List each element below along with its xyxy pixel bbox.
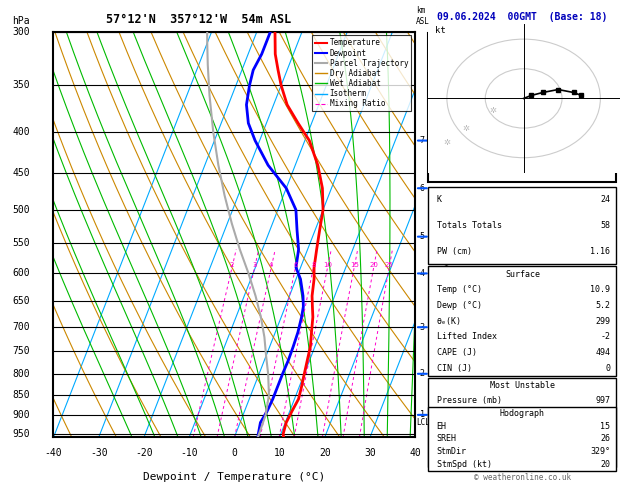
Text: 350: 350	[13, 80, 30, 90]
Text: 3: 3	[252, 261, 257, 268]
Text: -6: -6	[416, 184, 426, 193]
Text: Lifted Index: Lifted Index	[437, 332, 496, 341]
Text: Most Unstable: Most Unstable	[490, 381, 555, 390]
Text: -5: -5	[416, 232, 426, 241]
Bar	[428, 266, 616, 376]
Text: CAPE (J): CAPE (J)	[437, 440, 477, 449]
Text: 24: 24	[600, 195, 610, 204]
Bar	[428, 407, 616, 470]
Text: -4: -4	[416, 269, 426, 278]
Text: 1.16: 1.16	[590, 247, 610, 256]
Text: 40: 40	[409, 448, 421, 457]
Text: 950: 950	[13, 429, 30, 439]
Text: -2: -2	[600, 332, 610, 341]
Text: 58: 58	[600, 221, 610, 230]
Text: 0: 0	[231, 448, 237, 457]
Text: 800: 800	[13, 369, 30, 379]
Text: 299: 299	[595, 317, 610, 326]
Text: © weatheronline.co.uk: © weatheronline.co.uk	[474, 473, 571, 482]
Text: θₑ(K): θₑ(K)	[437, 317, 462, 326]
Text: 25: 25	[385, 261, 394, 268]
Legend: Temperature, Dewpoint, Parcel Trajectory, Dry Adiabat, Wet Adiabat, Isotherm, Mi: Temperature, Dewpoint, Parcel Trajectory…	[312, 35, 411, 111]
Text: StmDir: StmDir	[437, 447, 467, 456]
Text: 10: 10	[323, 261, 332, 268]
Text: 650: 650	[13, 296, 30, 306]
Text: 0: 0	[605, 364, 610, 373]
Text: ✲: ✲	[443, 139, 450, 147]
Text: ✲: ✲	[462, 123, 470, 133]
Text: LCL: LCL	[416, 418, 430, 427]
Text: km
ASL: km ASL	[416, 6, 430, 25]
Text: ✲: ✲	[489, 106, 496, 115]
Text: StmSpd (kt): StmSpd (kt)	[437, 460, 491, 469]
Text: Totals Totals: Totals Totals	[437, 221, 501, 230]
Text: -2: -2	[600, 426, 610, 434]
Bar	[428, 378, 616, 467]
Text: 57°12'N  357°12'W  54m ASL: 57°12'N 357°12'W 54m ASL	[106, 13, 291, 25]
Text: kt: kt	[435, 26, 446, 35]
Text: 299: 299	[595, 411, 610, 420]
Text: CIN (J): CIN (J)	[437, 364, 472, 373]
Text: CIN (J): CIN (J)	[437, 455, 472, 464]
Text: 700: 700	[13, 322, 30, 332]
Text: -3: -3	[416, 323, 426, 332]
Text: SREH: SREH	[437, 434, 457, 443]
Text: 6: 6	[293, 261, 298, 268]
Text: 8: 8	[311, 261, 316, 268]
Text: Mixing Ratio (g/kg): Mixing Ratio (g/kg)	[440, 187, 448, 282]
Text: -10: -10	[181, 448, 198, 457]
Text: -7: -7	[416, 136, 426, 145]
Text: 550: 550	[13, 238, 30, 248]
Text: Pressure (mb): Pressure (mb)	[437, 396, 501, 405]
Text: Dewp (°C): Dewp (°C)	[437, 301, 482, 310]
Text: 450: 450	[13, 168, 30, 178]
Text: 900: 900	[13, 410, 30, 420]
Text: 15: 15	[350, 261, 359, 268]
Text: 4: 4	[269, 261, 274, 268]
Text: 750: 750	[13, 346, 30, 356]
Text: 494: 494	[595, 348, 610, 357]
Text: Hodograph: Hodograph	[500, 409, 545, 418]
Text: Dewpoint / Temperature (°C): Dewpoint / Temperature (°C)	[143, 472, 325, 482]
Text: PW (cm): PW (cm)	[437, 247, 472, 256]
Text: -40: -40	[45, 448, 62, 457]
Text: 10: 10	[274, 448, 286, 457]
Text: θₑ (K): θₑ (K)	[437, 411, 467, 420]
Text: -2: -2	[416, 369, 426, 378]
Text: 494: 494	[595, 440, 610, 449]
Text: EH: EH	[437, 421, 447, 431]
Text: 15: 15	[600, 421, 610, 431]
Text: 5.2: 5.2	[595, 301, 610, 310]
Bar	[428, 33, 616, 182]
Text: 329°: 329°	[590, 447, 610, 456]
Text: K: K	[437, 195, 442, 204]
Text: 600: 600	[13, 268, 30, 278]
Text: -30: -30	[90, 448, 108, 457]
Text: 30: 30	[364, 448, 376, 457]
Text: Surface: Surface	[505, 270, 540, 278]
Text: hPa: hPa	[13, 16, 30, 25]
Text: -1: -1	[416, 410, 426, 419]
Text: 10.9: 10.9	[590, 285, 610, 295]
Text: 997: 997	[595, 396, 610, 405]
Text: Lifted Index: Lifted Index	[437, 426, 496, 434]
Text: 09.06.2024  00GMT  (Base: 18): 09.06.2024 00GMT (Base: 18)	[437, 12, 608, 22]
Text: Temp (°C): Temp (°C)	[437, 285, 482, 295]
Text: 300: 300	[13, 27, 30, 36]
Text: 850: 850	[13, 390, 30, 400]
Text: CAPE (J): CAPE (J)	[437, 348, 477, 357]
Text: 0: 0	[605, 455, 610, 464]
Text: -20: -20	[135, 448, 153, 457]
Text: 26: 26	[600, 434, 610, 443]
Text: 20: 20	[369, 261, 378, 268]
Text: 400: 400	[13, 127, 30, 137]
Text: 20: 20	[600, 460, 610, 469]
Bar	[428, 187, 616, 264]
Text: 20: 20	[319, 448, 331, 457]
Text: 2: 2	[230, 261, 234, 268]
Text: 500: 500	[13, 205, 30, 215]
